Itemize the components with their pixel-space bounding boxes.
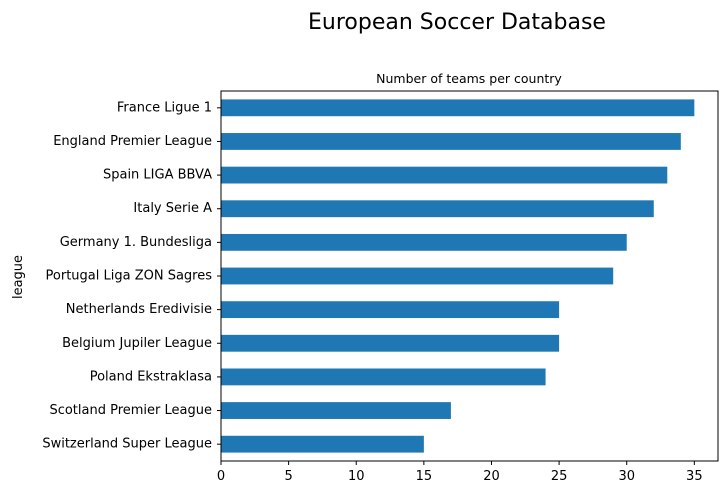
- bar: [221, 99, 695, 117]
- y-tick-label: Switzerland Super League: [42, 437, 212, 452]
- x-tick-label: 30: [618, 469, 635, 484]
- x-tick-label: 5: [284, 469, 292, 484]
- bar: [221, 133, 681, 150]
- y-tick-label: Portugal Liga ZON Sagres: [46, 269, 213, 284]
- x-tick-label: 10: [348, 469, 365, 484]
- chart-title: Number of teams per country: [376, 71, 562, 86]
- y-ticks-group: France Ligue 1 England Premier League Spai…: [42, 100, 221, 452]
- y-tick-label: Scotland Premier League: [49, 403, 212, 418]
- axes-frame: [220, 90, 719, 462]
- bar: [221, 301, 560, 319]
- x-ticks-group: 0 5 10 15 20 25 30 35: [217, 461, 703, 484]
- y-tick-label: England Premier League: [53, 134, 212, 149]
- x-tick-label: 15: [416, 469, 433, 484]
- bar: [221, 435, 424, 453]
- bar: [221, 334, 560, 352]
- y-tick-label: Poland Ekstraklasa: [90, 369, 212, 384]
- bar: [221, 267, 614, 285]
- x-tick-label: 25: [551, 469, 568, 484]
- bar: [221, 200, 654, 218]
- y-tick-label: Netherlands Eredivisie: [66, 302, 212, 317]
- bar: [221, 233, 627, 251]
- chart-suptitle: European Soccer Database: [308, 10, 606, 35]
- bar: [221, 368, 546, 386]
- y-tick-label: Spain LIGA BBVA: [103, 168, 212, 183]
- y-axis-label: league: [11, 255, 26, 299]
- bar: [221, 402, 451, 419]
- y-tick-label: Germany 1. Bundesliga: [60, 235, 212, 250]
- y-tick-label: Belgium Jupiler League: [62, 336, 212, 351]
- bar: [221, 166, 668, 184]
- x-tick-label: 35: [686, 469, 703, 484]
- y-tick-label: Italy Serie A: [133, 201, 212, 216]
- y-tick-label: France Ligue 1: [117, 100, 212, 115]
- bars-group: [221, 99, 695, 453]
- x-tick-label: 0: [217, 469, 225, 484]
- x-tick-label: 20: [483, 469, 500, 484]
- axes-spines: [220, 90, 719, 462]
